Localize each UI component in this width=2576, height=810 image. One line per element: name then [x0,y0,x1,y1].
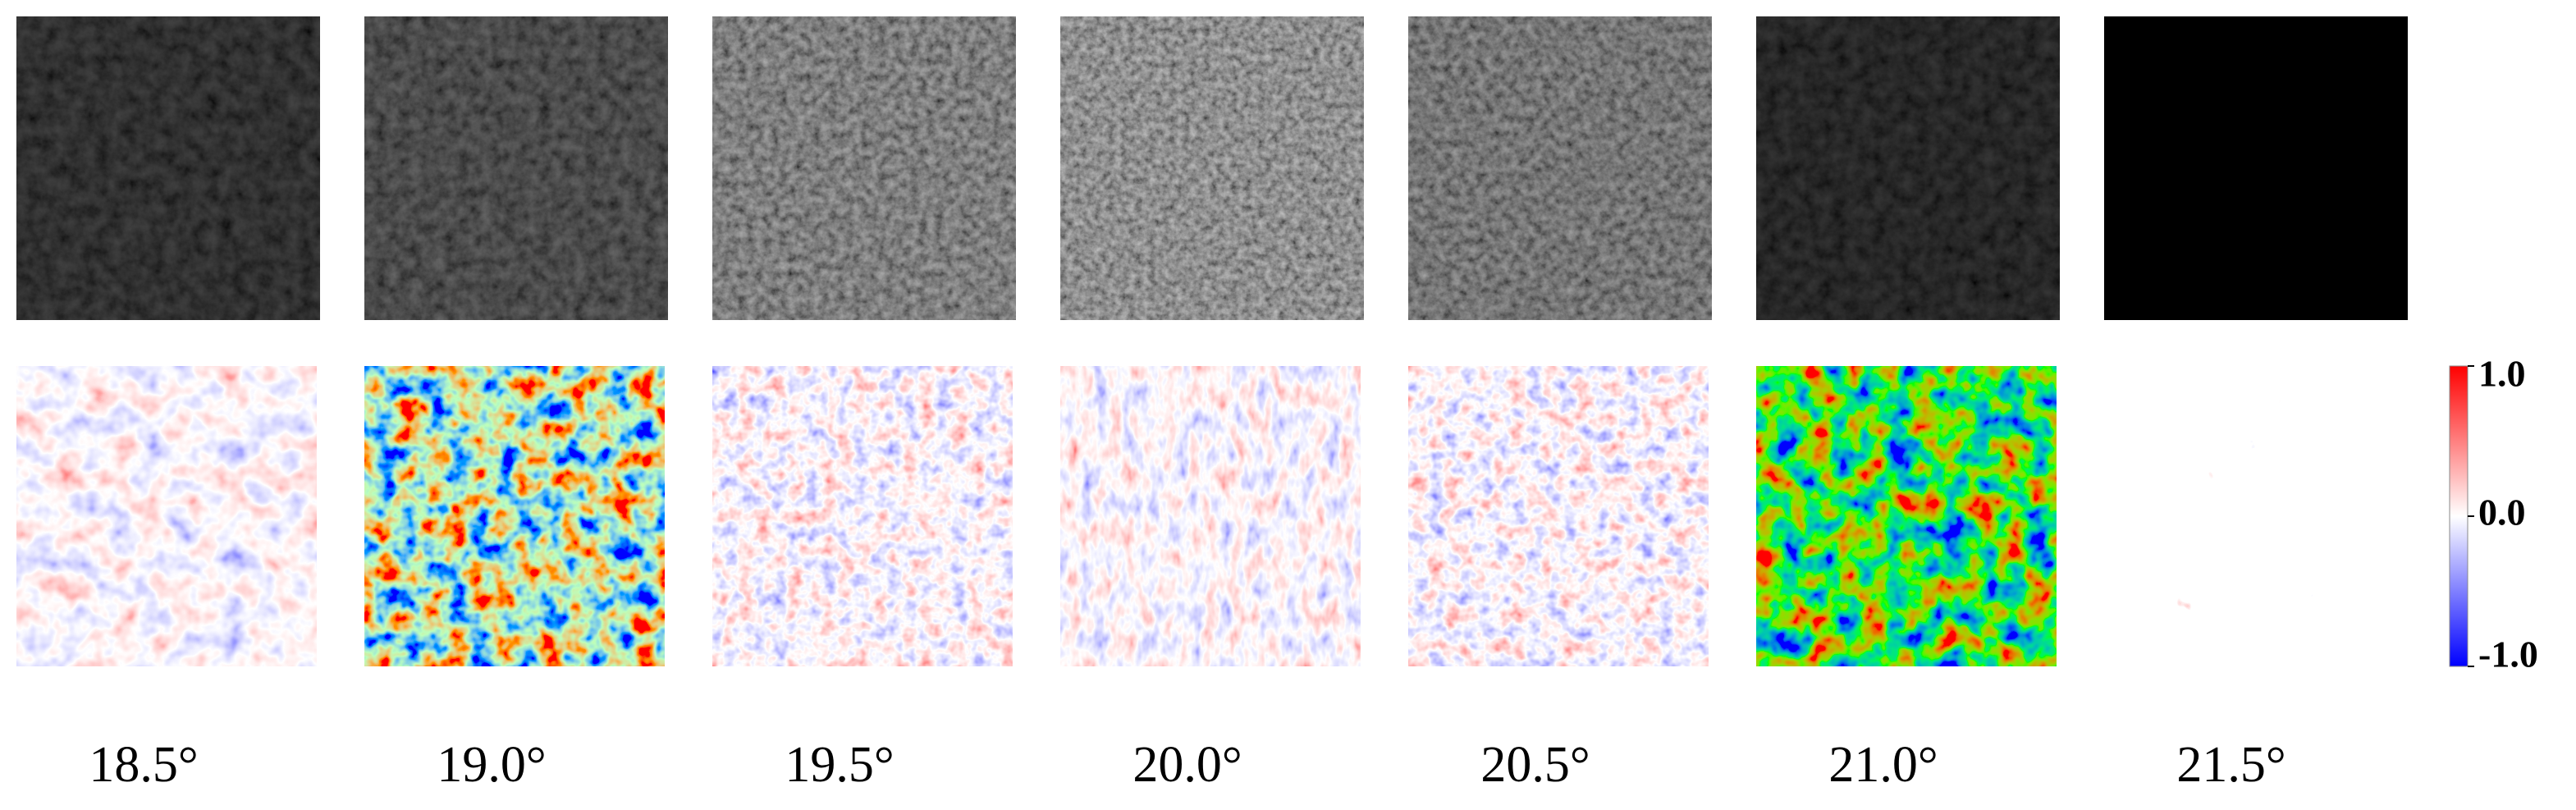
intensity-texture [1756,16,2060,320]
colorbar [2449,365,2468,667]
correlation-map [2103,365,2405,667]
angle-label: 18.5° [89,737,198,793]
colorbar-tick-label: 1.0 [2478,353,2526,395]
angle-label: 19.0° [437,737,546,793]
colorbar-tick-label: 0.0 [2478,492,2526,533]
correlation-map [711,365,1013,667]
angle-label: 19.5° [785,737,894,793]
correlation-map [1407,365,1709,667]
intensity-texture [2104,16,2408,320]
angle-label: 21.0° [1828,737,1938,793]
intensity-texture [16,16,320,320]
correlation-map [1059,365,1361,667]
intensity-texture [712,16,1016,320]
colorbar-ticks: 1.0 0.0 -1.0 [2468,353,2538,675]
correlation-map [364,365,666,667]
colorbar-tick-label: -1.0 [2478,634,2538,675]
angle-label: 21.5° [2176,737,2285,793]
intensity-texture [364,16,668,320]
correlation-map [1755,365,2057,667]
intensity-texture [1060,16,1364,320]
intensity-texture [1408,16,1712,320]
correlation-map [16,365,318,667]
panels: 18.5° 19.0° 19.5° 20.0° 20.5° 21.0° 21.5° [16,16,2408,793]
angle-label: 20.5° [1480,737,1590,793]
angle-label: 20.0° [1132,737,1242,793]
